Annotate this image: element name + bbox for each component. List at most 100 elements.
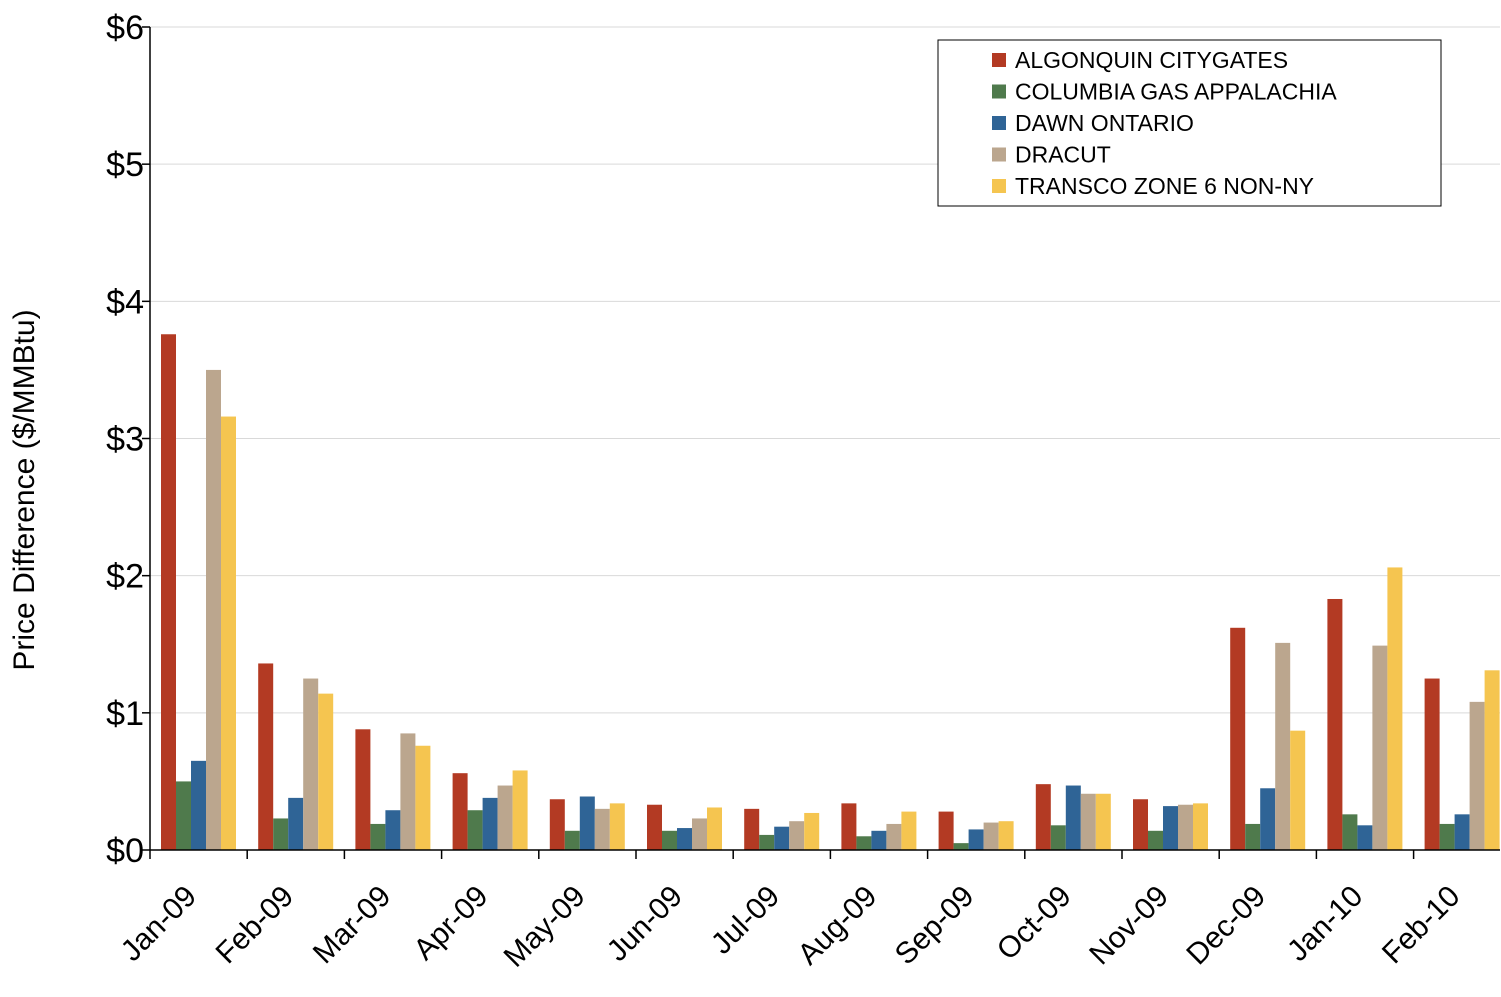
- x-tick-label: Sep-09: [889, 880, 981, 972]
- y-tick-label: $5: [106, 146, 144, 184]
- bar: [968, 829, 984, 850]
- bar: [452, 773, 468, 850]
- bar: [707, 807, 722, 850]
- y-tick-label: $1: [106, 695, 144, 733]
- bar: [467, 810, 483, 850]
- bar: [258, 663, 274, 850]
- legend-swatch: [992, 179, 1006, 193]
- bar: [774, 826, 790, 850]
- bar: [1260, 788, 1276, 850]
- bar: [191, 760, 206, 850]
- y-tick-label: $4: [106, 283, 144, 321]
- legend-swatch: [992, 116, 1006, 130]
- legend-label: ALGONQUIN CITYGATES: [1015, 47, 1288, 73]
- y-tick-label: $6: [106, 9, 144, 47]
- bar: [1454, 814, 1470, 850]
- bar: [1439, 823, 1455, 850]
- bar: [789, 821, 805, 850]
- bar: [856, 836, 872, 850]
- bar: [841, 803, 857, 850]
- y-axis-title: Price Difference ($/MMBtu): [8, 309, 41, 670]
- bar: [1484, 670, 1500, 850]
- bar: [1357, 825, 1373, 850]
- bar: [662, 830, 677, 850]
- bar: [1080, 793, 1096, 850]
- y-tick-label: $0: [106, 832, 144, 870]
- legend-swatch: [992, 53, 1006, 67]
- bar: [1035, 784, 1051, 850]
- bar: [1163, 806, 1178, 850]
- bar: [549, 799, 565, 850]
- x-tick-label: Dec-09: [1180, 880, 1272, 972]
- bar: [677, 828, 692, 850]
- bar: [176, 781, 191, 850]
- bar: [303, 678, 319, 850]
- bar: [482, 797, 498, 850]
- bar: [953, 843, 969, 850]
- bar: [1327, 598, 1343, 850]
- x-tick-label: Mar-09: [307, 880, 398, 971]
- x-tick-label: Feb-10: [1376, 880, 1467, 971]
- legend-label: DAWN ONTARIO: [1015, 110, 1194, 136]
- x-tick-label: Aug-09: [792, 880, 884, 972]
- bar: [804, 812, 820, 850]
- x-tick-label: Nov-09: [1083, 880, 1175, 972]
- bar: [206, 369, 221, 850]
- bar: [594, 808, 610, 850]
- grid-lines: [150, 26, 1500, 714]
- bar: [1065, 785, 1081, 850]
- bar: [1387, 567, 1403, 850]
- legend-box: [937, 39, 1442, 207]
- bar: [1148, 830, 1163, 850]
- bar: [1469, 701, 1485, 850]
- bar: [1372, 645, 1388, 850]
- bar: [901, 811, 917, 850]
- bar: [647, 804, 662, 850]
- x-tick-label: Jan-10: [1281, 880, 1369, 968]
- bar: [886, 823, 902, 850]
- bar: [221, 416, 236, 850]
- y-tick-label: $3: [106, 421, 144, 459]
- bar: [273, 818, 289, 850]
- bar: [318, 693, 334, 850]
- legend-label: COLUMBIA GAS APPALACHIA: [1015, 79, 1337, 105]
- bar: [1133, 799, 1148, 850]
- bar: [288, 797, 304, 850]
- bar: [355, 729, 371, 850]
- bar: [161, 334, 176, 851]
- bar: [744, 808, 760, 850]
- bar: [1095, 793, 1111, 850]
- bar: [1050, 825, 1066, 850]
- bar: [609, 803, 625, 850]
- bar: [983, 822, 999, 850]
- x-tick-label: Jul-09: [705, 880, 786, 961]
- bar: [385, 810, 401, 850]
- bar: [1342, 814, 1358, 850]
- bar: [1230, 627, 1246, 850]
- bar: [1290, 730, 1306, 850]
- bar: [400, 733, 416, 850]
- bar: [370, 823, 386, 850]
- bar: [692, 818, 707, 850]
- bar: [497, 785, 513, 850]
- bar: [871, 830, 887, 850]
- x-tick-label: Jan-09: [115, 880, 203, 968]
- bar: [415, 745, 431, 850]
- bar: [512, 770, 528, 850]
- bar: [759, 834, 775, 850]
- x-tick-label: Oct-09: [991, 880, 1078, 967]
- x-tick-label: Feb-09: [210, 880, 301, 971]
- y-tick-label: $2: [106, 558, 144, 596]
- x-tick-label: May-09: [498, 880, 592, 974]
- bars: [161, 334, 1500, 851]
- bar: [579, 796, 595, 850]
- legend-label: TRANSCO ZONE 6 NON-NY: [1015, 173, 1314, 199]
- x-tick-label: Apr-09: [408, 880, 495, 967]
- bar: [1193, 803, 1208, 850]
- legend-swatch: [992, 84, 1006, 99]
- legend-label: DRACUT: [1015, 142, 1111, 168]
- bar: [1178, 804, 1193, 850]
- legend: ALGONQUIN CITYGATES COLUMBIA GAS APPALACH…: [937, 39, 1442, 207]
- x-tick-label: Jun-09: [601, 880, 689, 968]
